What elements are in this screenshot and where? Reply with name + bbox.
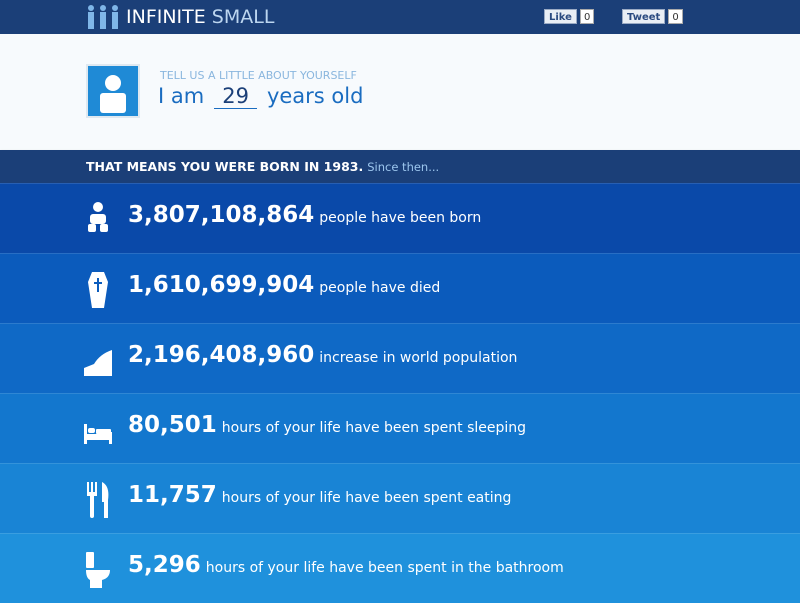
stat-number: 11,757: [128, 482, 217, 508]
stat-label: hours of your life have been spent eatin…: [221, 490, 512, 506]
stat-number: 80,501: [128, 412, 217, 438]
stat-icon: [88, 202, 108, 232]
stat-row: 11,757 hours of your life have been spent…: [0, 463, 800, 533]
prompt: TELL US A LITTLE ABOUT YOURSELF: [160, 69, 357, 82]
stat-text: 3,807,108,864 people have been born: [128, 202, 481, 228]
banner-text: THAT MEANS YOU WERE BORN IN 1983. Since t…: [86, 159, 439, 174]
stat-label: hours of your life have been spent sleep…: [221, 420, 527, 436]
banner: THAT MEANS YOU WERE BORN IN 1983. Since t…: [0, 150, 800, 183]
logo-icon: [88, 5, 118, 29]
stat-icon: [84, 350, 112, 376]
stat-icon: [84, 424, 112, 444]
stat-text: 5,296 hours of your life have been spent …: [128, 552, 564, 578]
stat-row: 1,610,699,904 people have died: [0, 253, 800, 323]
age-line: I am 29 years old: [158, 84, 363, 109]
top-bar: INFINITE SMALL Like 0 Tweet 0: [0, 0, 800, 34]
stat-text: 1,610,699,904 people have died: [128, 272, 440, 298]
stat-row: 3,807,108,864 people have been born: [0, 183, 800, 253]
logo[interactable]: INFINITE SMALL: [86, 5, 274, 29]
like-button[interactable]: Like 0: [544, 9, 595, 24]
stat-text: 80,501 hours of your life have been spent…: [128, 412, 526, 438]
stat-text: 2,196,408,960 increase in world populatio…: [128, 342, 517, 368]
stat-number: 2,196,408,960: [128, 342, 315, 368]
like-count: 0: [579, 9, 595, 24]
stat-row: 80,501 hours of your life have been spent…: [0, 393, 800, 463]
stat-text: 11,757 hours of your life have been spent…: [128, 482, 511, 508]
stat-icon: [87, 482, 109, 518]
stat-icon: [88, 272, 108, 308]
stat-number: 1,610,699,904: [128, 272, 315, 298]
like-label: Like: [544, 9, 577, 24]
logo-light: SMALL: [211, 6, 275, 28]
stat-label: increase in world population: [319, 350, 518, 366]
age-after: years old: [266, 84, 364, 108]
age-input[interactable]: 29: [214, 84, 257, 109]
age-before: I am: [158, 84, 205, 108]
stat-label: people have died: [319, 280, 441, 296]
tweet-count: 0: [668, 9, 683, 24]
stat-icon: [86, 552, 110, 588]
tweet-button[interactable]: Tweet 0: [622, 9, 683, 24]
profile: TELL US A LITTLE ABOUT YOURSELF I am 29 …: [0, 34, 800, 150]
stat-row: 5,296 hours of your life have been spent …: [0, 533, 800, 603]
stat-label: hours of your life have been spent in th…: [205, 560, 564, 576]
logo-bold: INFINITE: [126, 6, 206, 28]
tweet-label: Tweet: [622, 9, 666, 24]
avatar: [86, 64, 140, 118]
avatar-icon: [100, 75, 126, 113]
stat-label: people have been born: [319, 210, 482, 226]
stat-number: 3,807,108,864: [128, 202, 315, 228]
stat-number: 5,296: [128, 552, 201, 578]
banner-aside: Since then...: [367, 160, 440, 174]
stat-row: 2,196,408,960 increase in world populatio…: [0, 323, 800, 393]
banner-main: THAT MEANS YOU WERE BORN IN 1983.: [86, 159, 364, 174]
